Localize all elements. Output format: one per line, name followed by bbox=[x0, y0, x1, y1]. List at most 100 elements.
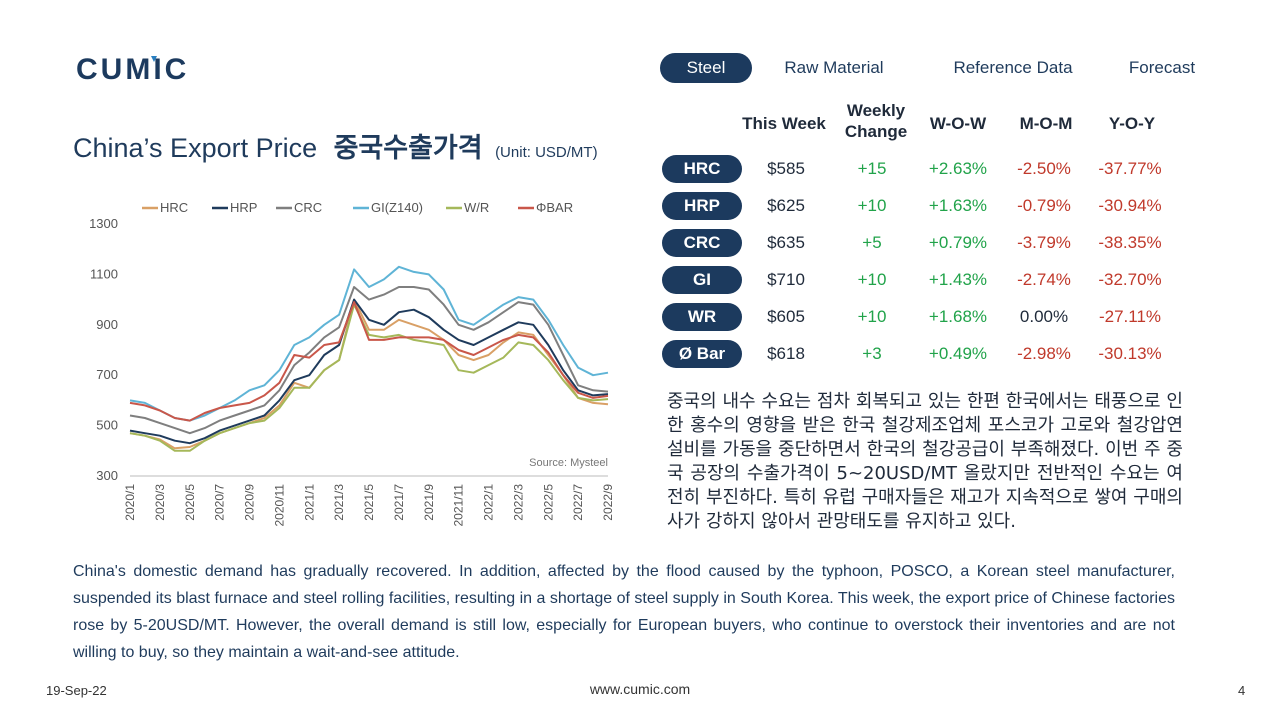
y-tick-label: 300 bbox=[96, 468, 118, 483]
x-tick-label: 2020/5 bbox=[183, 484, 197, 521]
x-tick-label: 2020/11 bbox=[272, 484, 286, 527]
title-korean: 중국수출가격 bbox=[333, 133, 483, 163]
x-tick-label: 2021/3 bbox=[332, 484, 346, 521]
price-cell: $618 bbox=[767, 344, 805, 363]
price-cell: $625 bbox=[767, 196, 805, 215]
wow-cell: +0.79% bbox=[928, 233, 988, 252]
product-badge: CRC bbox=[662, 229, 742, 257]
wow-cell: +2.63% bbox=[928, 159, 988, 178]
product-badge: WR bbox=[662, 303, 742, 331]
x-tick-label: 2021/9 bbox=[422, 484, 436, 521]
y-tick-label: 500 bbox=[96, 418, 118, 433]
wow-cell: +1.63% bbox=[928, 196, 988, 215]
series-line-bar bbox=[129, 301, 609, 422]
x-tick-label: 2021/11 bbox=[452, 484, 466, 527]
price-cell: $710 bbox=[767, 270, 805, 289]
table-row: HRC $585 +15 +2.63% -2.50% -37.77% bbox=[662, 155, 1182, 183]
product-badge: HRC bbox=[662, 155, 742, 183]
series-line-giz140 bbox=[129, 265, 609, 422]
x-tick-label: 2022/3 bbox=[511, 484, 525, 521]
page-title: China’s Export Price 중국수출가격 (Unit: USD/M… bbox=[73, 126, 598, 165]
series-line-wr bbox=[129, 303, 609, 452]
product-badge: HRP bbox=[662, 192, 742, 220]
legend-label: ΦBAR bbox=[536, 200, 573, 215]
change-cell: +3 bbox=[862, 344, 882, 363]
tab-forecast[interactable]: Forecast bbox=[1128, 58, 1196, 77]
change-cell: +10 bbox=[857, 196, 887, 215]
legend-label: HRP bbox=[230, 200, 257, 215]
x-tick-label: 2022/5 bbox=[541, 484, 555, 521]
mom-cell: -3.79% bbox=[1017, 233, 1071, 252]
yoy-cell: -32.70% bbox=[1098, 270, 1162, 289]
change-cell: +10 bbox=[857, 307, 887, 326]
logo-accent-icon bbox=[151, 56, 157, 62]
chart-source: Source: Mysteel bbox=[529, 457, 608, 469]
x-tick-label: 2020/1 bbox=[123, 484, 137, 521]
product-badge: GI bbox=[662, 266, 742, 294]
mom-cell: -2.98% bbox=[1017, 344, 1071, 363]
change-cell: +10 bbox=[857, 270, 887, 289]
x-tick-label: 2020/9 bbox=[243, 484, 257, 521]
y-tick-label: 700 bbox=[96, 367, 118, 382]
header-weekly-change: Weekly Change bbox=[844, 101, 908, 141]
x-tick-label: 2020/3 bbox=[153, 484, 167, 521]
header-wow: W-O-W bbox=[929, 114, 987, 133]
table-row: GI $710 +10 +1.43% -2.74% -32.70% bbox=[662, 266, 1182, 294]
yoy-cell: -30.13% bbox=[1098, 344, 1162, 363]
header-mom: M-O-M bbox=[1019, 114, 1073, 133]
yoy-cell: -27.11% bbox=[1098, 307, 1162, 326]
price-cell: $605 bbox=[767, 307, 805, 326]
tab-raw-material[interactable]: Raw Material bbox=[784, 58, 884, 77]
x-tick-label: 2020/7 bbox=[213, 484, 227, 521]
table-row: WR $605 +10 +1.68% 0.00% -27.11% bbox=[662, 303, 1182, 331]
x-tick-label: 2021/7 bbox=[392, 484, 406, 521]
wow-cell: +1.68% bbox=[928, 307, 988, 326]
product-badge: Ø Bar bbox=[662, 340, 742, 368]
wow-cell: +0.49% bbox=[928, 344, 988, 363]
series-line-hrp bbox=[129, 298, 609, 445]
legend-label: GI(Z140) bbox=[371, 200, 423, 215]
korean-summary: 중국의 내수 수요는 점차 회복되고 있는 한편 한국에서는 태풍으로 인한 홍… bbox=[667, 391, 1183, 532]
yoy-cell: -37.77% bbox=[1098, 159, 1162, 178]
wow-cell: +1.43% bbox=[928, 270, 988, 289]
title-english: China’s Export Price bbox=[73, 133, 318, 163]
mom-cell: -2.50% bbox=[1017, 159, 1071, 178]
footer-url[interactable]: www.cumic.com bbox=[589, 681, 691, 697]
price-cell: $585 bbox=[767, 159, 805, 178]
legend-label: CRC bbox=[294, 200, 322, 215]
table-row: Ø Bar $618 +3 +0.49% -2.98% -30.13% bbox=[662, 340, 1182, 368]
y-tick-label: 900 bbox=[96, 317, 118, 332]
x-tick-label: 2022/1 bbox=[482, 484, 496, 521]
y-tick-label: 1100 bbox=[90, 266, 118, 281]
cumic-logo: CUMIC bbox=[76, 53, 189, 84]
mom-cell: -2.74% bbox=[1017, 270, 1071, 289]
page-number: 4 bbox=[1238, 683, 1246, 698]
y-tick-label: 1300 bbox=[89, 216, 118, 231]
price-cell: $635 bbox=[767, 233, 805, 252]
header-yoy: Y-O-Y bbox=[1108, 114, 1156, 133]
yoy-cell: -30.94% bbox=[1098, 196, 1162, 215]
export-price-line-chart: 300 500 700 900 1100 1300 2020/1 2020/3 2020/5 20… bbox=[89, 200, 615, 527]
table-row: CRC $635 +5 +0.79% -3.79% -38.35% bbox=[662, 229, 1182, 257]
title-unit: (Unit: USD/MT) bbox=[495, 144, 598, 161]
tab-reference-data[interactable]: Reference Data bbox=[953, 58, 1073, 77]
change-cell: +15 bbox=[857, 159, 887, 178]
series-line-crc bbox=[129, 286, 609, 435]
logo-text: CUMIC bbox=[76, 53, 189, 84]
yoy-cell: -38.35% bbox=[1098, 233, 1162, 252]
legend-label: HRC bbox=[160, 200, 188, 215]
tab-steel[interactable]: Steel bbox=[660, 53, 752, 83]
x-tick-label: 2021/1 bbox=[302, 484, 316, 521]
x-tick-label: 2021/5 bbox=[362, 484, 376, 521]
x-tick-label: 2022/7 bbox=[571, 484, 585, 521]
english-summary: China's domestic demand has gradually re… bbox=[73, 563, 1175, 661]
x-tick-label: 2022/9 bbox=[601, 484, 615, 521]
change-cell: +5 bbox=[862, 233, 882, 252]
series-line-hrc bbox=[129, 298, 609, 450]
mom-cell: -0.79% bbox=[1017, 196, 1071, 215]
footer-date: 19-Sep-22 bbox=[46, 683, 107, 698]
mom-cell: 0.00% bbox=[1019, 307, 1069, 326]
header-this-week: This Week bbox=[742, 114, 826, 133]
legend-label: W/R bbox=[464, 200, 489, 215]
table-row: HRP $625 +10 +1.63% -0.79% -30.94% bbox=[662, 192, 1182, 220]
